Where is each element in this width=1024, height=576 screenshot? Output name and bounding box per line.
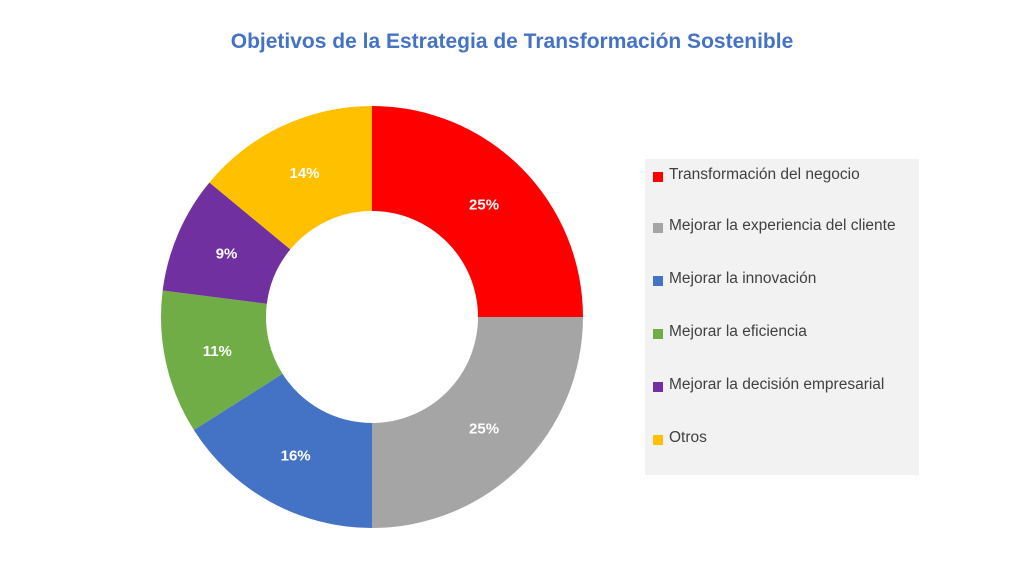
- legend-label: Mejorar la experiencia del cliente: [669, 217, 896, 234]
- slice-data-label-3: 16%: [281, 447, 311, 464]
- slice-data-label-4: 11%: [203, 343, 232, 360]
- donut-slice-4: [160, 290, 283, 431]
- legend-label: Mejorar la eficiencia: [669, 323, 807, 340]
- donut-slice-2: [372, 317, 583, 528]
- legend-item-3: Mejorar la innovación: [653, 270, 915, 291]
- legend-item-4: Mejorar la eficiencia: [653, 323, 915, 344]
- legend-swatch: [653, 172, 663, 182]
- legend-swatch: [653, 223, 663, 233]
- legend-label: Otros: [669, 429, 707, 446]
- legend-swatch: [653, 329, 663, 339]
- legend-swatch: [653, 276, 663, 286]
- donut-slice-6: [209, 105, 372, 250]
- donut-slice-1: [372, 106, 583, 317]
- slice-data-label-1: 25%: [469, 196, 499, 213]
- legend-item-5: Mejorar la decisión empresarial: [653, 376, 915, 397]
- legend-swatch: [653, 435, 663, 445]
- donut-slice-5: [162, 182, 291, 304]
- slice-data-label-6: 14%: [289, 165, 319, 182]
- legend: Transformación del negocio Mejorar la exp…: [645, 159, 919, 475]
- legend-swatch: [653, 382, 663, 392]
- legend-label: Mejorar la decisión empresarial: [669, 376, 885, 393]
- legend-item-6: Otros: [653, 429, 915, 450]
- slice-data-label-5: 9%: [216, 246, 238, 263]
- legend-label: Mejorar la innovación: [669, 270, 817, 287]
- legend-item-2: Mejorar la experiencia del cliente: [653, 217, 915, 238]
- legend-item-1: Transformación del negocio: [653, 166, 915, 187]
- chart-title: Objetivos de la Estrategia de Transforma…: [230, 30, 794, 53]
- slice-data-label-2: 25%: [469, 421, 499, 438]
- legend-label: Transformación del negocio: [669, 166, 860, 183]
- donut-slice-3: [193, 373, 372, 528]
